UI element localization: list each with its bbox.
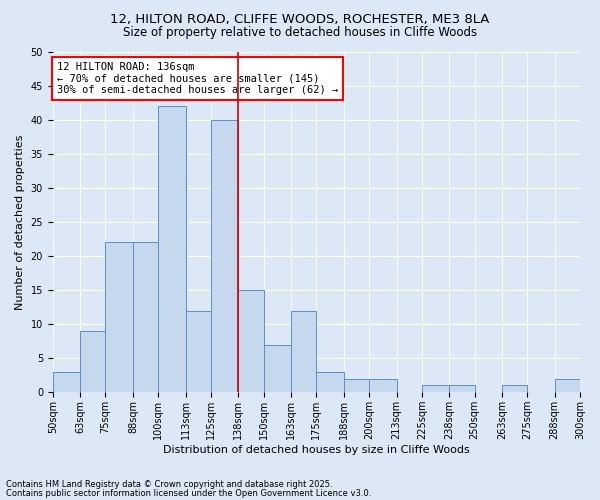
Text: Contains public sector information licensed under the Open Government Licence v3: Contains public sector information licen…: [6, 488, 371, 498]
Y-axis label: Number of detached properties: Number of detached properties: [15, 134, 25, 310]
Bar: [185, 310, 211, 392]
Bar: [263, 344, 291, 393]
Bar: [133, 242, 158, 392]
Bar: [422, 386, 449, 392]
Bar: [106, 242, 133, 392]
X-axis label: Distribution of detached houses by size in Cliffe Woods: Distribution of detached houses by size …: [163, 445, 470, 455]
Text: Size of property relative to detached houses in Cliffe Woods: Size of property relative to detached ho…: [123, 26, 477, 39]
Bar: [53, 372, 80, 392]
Bar: [316, 372, 344, 392]
Bar: [449, 386, 475, 392]
Text: 12 HILTON ROAD: 136sqm
← 70% of detached houses are smaller (145)
30% of semi-de: 12 HILTON ROAD: 136sqm ← 70% of detached…: [57, 62, 338, 95]
Bar: [238, 290, 263, 392]
Bar: [211, 120, 238, 392]
Bar: [369, 378, 397, 392]
Bar: [554, 378, 580, 392]
Bar: [291, 310, 316, 392]
Bar: [80, 331, 106, 392]
Text: Contains HM Land Registry data © Crown copyright and database right 2025.: Contains HM Land Registry data © Crown c…: [6, 480, 332, 489]
Bar: [344, 378, 369, 392]
Bar: [158, 106, 185, 393]
Bar: [502, 386, 527, 392]
Text: 12, HILTON ROAD, CLIFFE WOODS, ROCHESTER, ME3 8LA: 12, HILTON ROAD, CLIFFE WOODS, ROCHESTER…: [110, 12, 490, 26]
